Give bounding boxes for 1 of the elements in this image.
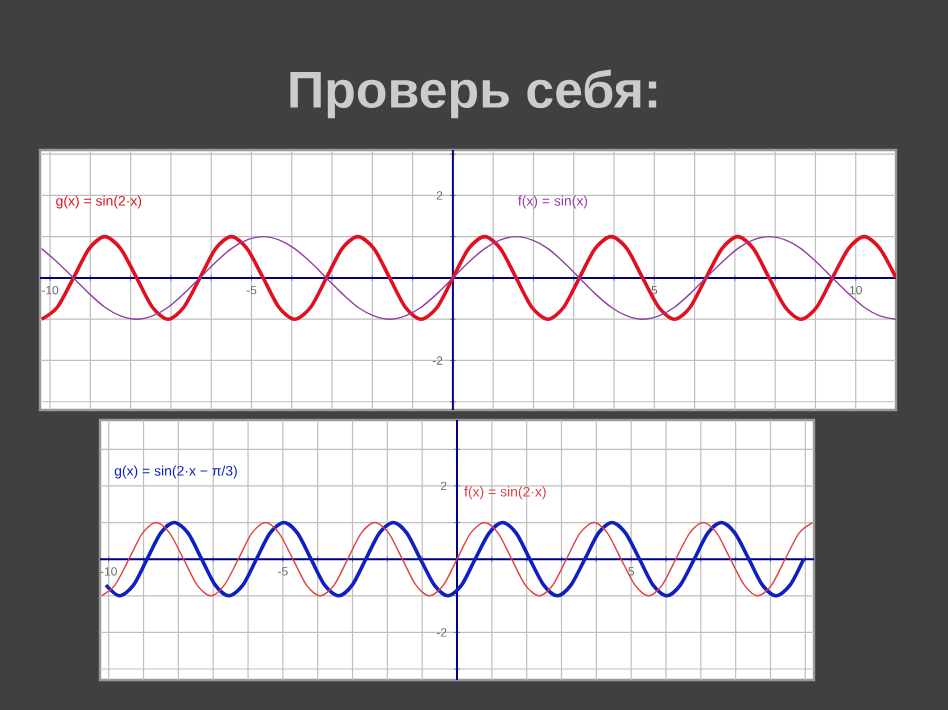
- chart-title: Проверь себя:: [290, 69, 657, 119]
